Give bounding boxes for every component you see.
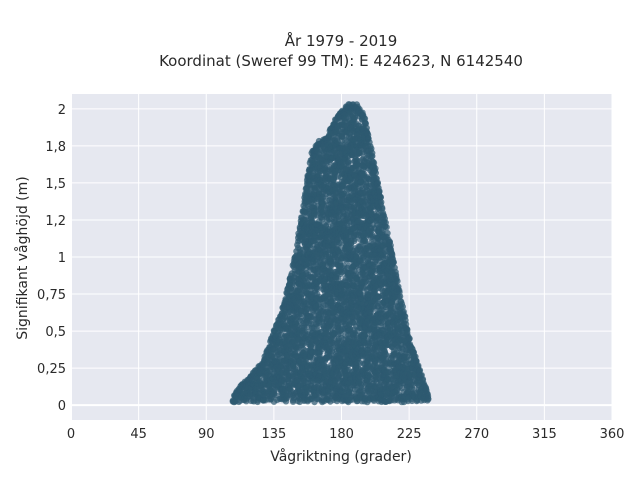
chart-title-line-1: År 1979 - 2019: [285, 31, 398, 50]
scatter-point: [376, 188, 383, 195]
scatter-point: [383, 224, 390, 231]
scatter-point: [384, 229, 391, 237]
scatter-point: [388, 250, 396, 257]
scatter-point: [394, 277, 401, 285]
scatter-point: [369, 149, 376, 157]
scatter-point: [378, 199, 385, 206]
scatter-points: [229, 101, 432, 406]
scatter-point: [378, 204, 386, 211]
scatter-point: [377, 193, 384, 200]
chart-title-line-2: Koordinat (Sweref 99 TM): E 424623, N 61…: [159, 52, 523, 70]
scatter-point: [370, 159, 378, 167]
scatter-point: [382, 351, 389, 358]
scatter-point: [363, 124, 370, 132]
scatter-point: [396, 287, 403, 294]
scatter-point: [390, 259, 397, 266]
